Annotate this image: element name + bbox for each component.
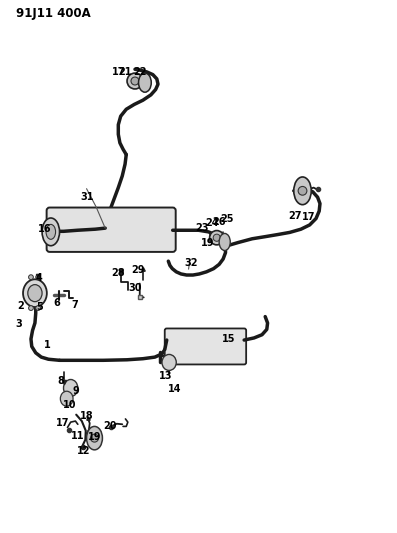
Text: 13: 13 xyxy=(159,372,173,381)
Text: 5: 5 xyxy=(36,302,43,312)
Text: 19: 19 xyxy=(88,432,101,442)
Text: 8: 8 xyxy=(58,376,65,385)
Text: 23: 23 xyxy=(196,223,209,233)
Ellipse shape xyxy=(46,224,56,239)
Circle shape xyxy=(213,234,220,241)
FancyBboxPatch shape xyxy=(165,328,246,365)
Circle shape xyxy=(91,434,98,442)
Text: 32: 32 xyxy=(185,259,198,268)
Text: 30: 30 xyxy=(128,283,142,293)
Text: 22: 22 xyxy=(133,68,146,77)
Ellipse shape xyxy=(42,218,60,246)
Text: 21: 21 xyxy=(119,68,132,77)
Text: 91J11 400A: 91J11 400A xyxy=(16,7,91,20)
Ellipse shape xyxy=(139,73,151,92)
Text: 1: 1 xyxy=(43,341,50,350)
Text: 16: 16 xyxy=(38,224,51,234)
Text: 18: 18 xyxy=(80,411,93,421)
Circle shape xyxy=(210,231,224,245)
Text: 31: 31 xyxy=(81,192,94,202)
Text: 26: 26 xyxy=(212,217,226,227)
Text: 4: 4 xyxy=(35,273,42,283)
Circle shape xyxy=(127,73,143,89)
Text: 17: 17 xyxy=(112,68,125,77)
Circle shape xyxy=(29,306,33,310)
Ellipse shape xyxy=(60,391,73,406)
FancyBboxPatch shape xyxy=(46,207,176,252)
Text: 17: 17 xyxy=(56,418,69,428)
Text: 28: 28 xyxy=(112,268,125,278)
Ellipse shape xyxy=(162,354,176,370)
Ellipse shape xyxy=(219,233,230,251)
Circle shape xyxy=(36,306,40,310)
Text: 15: 15 xyxy=(222,334,235,344)
Circle shape xyxy=(29,275,33,279)
Text: 2: 2 xyxy=(17,301,24,311)
Circle shape xyxy=(131,77,139,85)
Text: 29: 29 xyxy=(131,265,145,274)
Text: 10: 10 xyxy=(63,400,77,410)
Text: 11: 11 xyxy=(71,431,85,441)
Circle shape xyxy=(298,187,307,195)
Text: 3: 3 xyxy=(15,319,22,329)
Ellipse shape xyxy=(64,379,78,397)
Ellipse shape xyxy=(23,279,47,307)
Text: 14: 14 xyxy=(168,384,181,394)
Text: 24: 24 xyxy=(205,218,219,228)
Text: 19: 19 xyxy=(201,238,215,248)
Text: 7: 7 xyxy=(71,300,78,310)
Ellipse shape xyxy=(87,426,102,450)
Text: 20: 20 xyxy=(104,422,117,431)
Ellipse shape xyxy=(28,285,42,302)
Circle shape xyxy=(36,275,40,279)
Text: 25: 25 xyxy=(220,214,234,223)
Text: 6: 6 xyxy=(54,298,61,308)
Text: 9: 9 xyxy=(72,386,79,396)
Text: 12: 12 xyxy=(77,446,90,456)
Text: 17: 17 xyxy=(302,213,316,222)
Text: 27: 27 xyxy=(289,212,302,221)
Ellipse shape xyxy=(294,177,311,205)
